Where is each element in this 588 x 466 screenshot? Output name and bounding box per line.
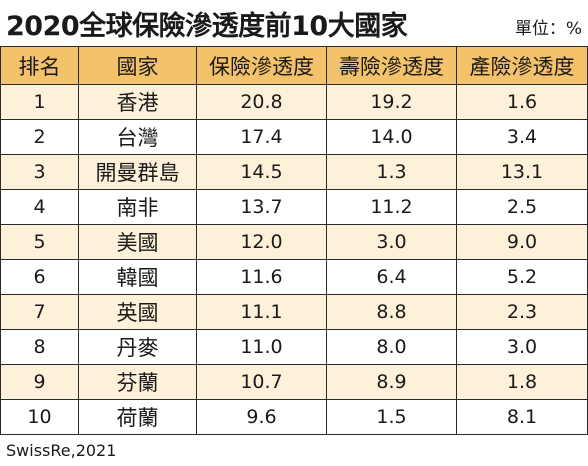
cell-rank: 6 — [0, 259, 79, 295]
table-header-row: 排名 國家 保險滲透度 壽險滲透度 產險滲透度 — [0, 46, 588, 85]
cell-life: 8.9 — [326, 364, 457, 400]
cell-country: 美國 — [78, 224, 197, 260]
cell-non-life: 3.0 — [456, 329, 588, 365]
cell-non-life: 2.5 — [456, 189, 588, 225]
table-row: 8 丹麥 11.0 8.0 3.0 — [0, 329, 588, 365]
cell-life: 6.4 — [326, 259, 457, 295]
cell-life: 1.3 — [326, 154, 457, 190]
cell-life: 14.0 — [326, 119, 457, 155]
cell-rank: 3 — [0, 154, 79, 190]
column-header-country: 國家 — [78, 46, 197, 85]
cell-life: 1.5 — [326, 399, 457, 435]
cell-insurance: 13.7 — [196, 189, 327, 225]
cell-country: 開曼群島 — [78, 154, 197, 190]
table-row: 7 英國 11.1 8.8 2.3 — [0, 294, 588, 330]
cell-insurance: 17.4 — [196, 119, 327, 155]
cell-country: 芬蘭 — [78, 364, 197, 400]
table-row: 9 芬蘭 10.7 8.9 1.8 — [0, 364, 588, 400]
cell-country: 香港 — [78, 84, 197, 120]
table-body: 1 香港 20.8 19.2 1.6 2 台灣 17.4 14.0 3.4 3 開曼群島 14.5 1.3… — [0, 84, 588, 435]
cell-non-life: 9.0 — [456, 224, 588, 260]
cell-insurance: 11.1 — [196, 294, 327, 330]
cell-non-life: 1.6 — [456, 84, 588, 120]
table-row: 3 開曼群島 14.5 1.3 13.1 — [0, 154, 588, 190]
cell-non-life: 2.3 — [456, 294, 588, 330]
cell-life: 3.0 — [326, 224, 457, 260]
cell-life: 8.8 — [326, 294, 457, 330]
cell-country: 英國 — [78, 294, 197, 330]
cell-rank: 4 — [0, 189, 79, 225]
penetration-table: 排名 國家 保險滲透度 壽險滲透度 產險滲透度 1 香港 20.8 19.2 1.6 2 台… — [0, 46, 588, 435]
cell-life: 11.2 — [326, 189, 457, 225]
cell-country: 韓國 — [78, 259, 197, 295]
cell-non-life: 3.4 — [456, 119, 588, 155]
cell-country: 台灣 — [78, 119, 197, 155]
cell-rank: 7 — [0, 294, 79, 330]
cell-country: 南非 — [78, 189, 197, 225]
cell-non-life: 5.2 — [456, 259, 588, 295]
column-header-rank: 排名 — [0, 46, 79, 85]
cell-insurance: 11.6 — [196, 259, 327, 295]
table-row: 1 香港 20.8 19.2 1.6 — [0, 84, 588, 120]
cell-non-life: 1.8 — [456, 364, 588, 400]
cell-rank: 1 — [0, 84, 79, 120]
cell-insurance: 20.8 — [196, 84, 327, 120]
cell-rank: 8 — [0, 329, 79, 365]
table-row: 2 台灣 17.4 14.0 3.4 — [0, 119, 588, 155]
cell-country: 丹麥 — [78, 329, 197, 365]
column-header-insurance: 保險滲透度 — [196, 46, 327, 85]
table-row: 5 美國 12.0 3.0 9.0 — [0, 224, 588, 260]
column-header-life: 壽險滲透度 — [326, 46, 457, 85]
cell-insurance: 9.6 — [196, 399, 327, 435]
cell-rank: 10 — [0, 399, 79, 435]
cell-rank: 5 — [0, 224, 79, 260]
cell-insurance: 12.0 — [196, 224, 327, 260]
cell-life: 8.0 — [326, 329, 457, 365]
cell-life: 19.2 — [326, 84, 457, 120]
cell-non-life: 8.1 — [456, 399, 588, 435]
chart-title: 2020全球保險滲透度前10大國家 — [6, 11, 408, 42]
unit-label: 單位：% — [514, 19, 582, 39]
table-row: 10 荷蘭 9.6 1.5 8.1 — [0, 399, 588, 435]
cell-non-life: 13.1 — [456, 154, 588, 190]
table-row: 4 南非 13.7 11.2 2.5 — [0, 189, 588, 225]
cell-insurance: 14.5 — [196, 154, 327, 190]
cell-insurance: 10.7 — [196, 364, 327, 400]
cell-insurance: 11.0 — [196, 329, 327, 365]
source-note: SwissRe,2021 — [6, 441, 117, 460]
cell-rank: 9 — [0, 364, 79, 400]
cell-country: 荷蘭 — [78, 399, 197, 435]
column-header-non-life: 產險滲透度 — [456, 46, 588, 85]
cell-rank: 2 — [0, 119, 79, 155]
table-row: 6 韓國 11.6 6.4 5.2 — [0, 259, 588, 295]
